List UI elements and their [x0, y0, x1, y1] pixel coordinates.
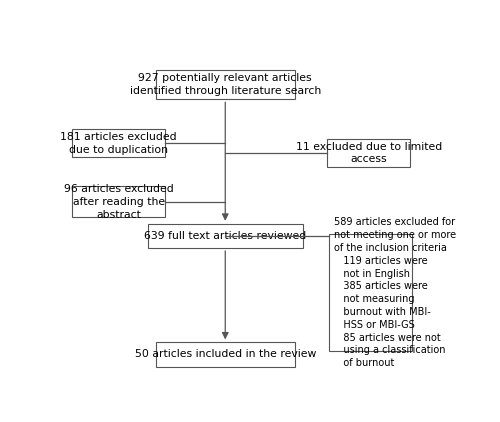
Text: 11 excluded due to limited
access: 11 excluded due to limited access: [296, 142, 442, 165]
Bar: [148, 224, 303, 248]
Text: 927 potentially relevant articles
identified through literature search: 927 potentially relevant articles identi…: [130, 73, 321, 96]
Bar: [72, 130, 165, 157]
Text: 96 articles excluded
after reading the
abstract: 96 articles excluded after reading the a…: [64, 184, 174, 219]
Bar: [156, 70, 295, 99]
Text: 50 articles included in the review: 50 articles included in the review: [134, 349, 316, 360]
Text: 639 full text articles reviewed: 639 full text articles reviewed: [144, 231, 306, 241]
Bar: [327, 139, 410, 167]
Text: 589 articles excluded for
not meeting one or more
of the inclusion criteria
   1: 589 articles excluded for not meeting on…: [334, 217, 456, 368]
Bar: [329, 234, 412, 351]
Bar: [156, 342, 295, 367]
Text: 181 articles excluded
due to duplication: 181 articles excluded due to duplication: [60, 132, 177, 154]
Bar: [72, 186, 165, 217]
